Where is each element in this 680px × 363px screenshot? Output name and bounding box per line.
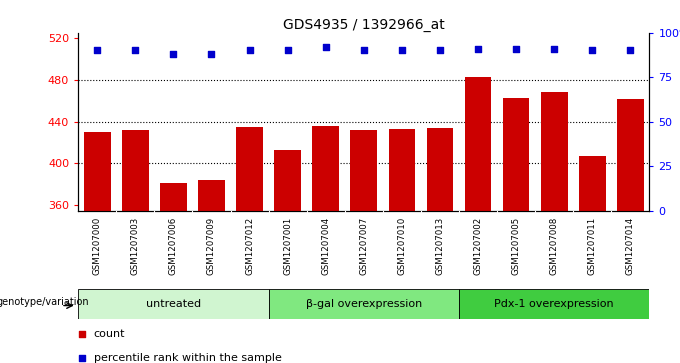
Bar xyxy=(579,156,606,211)
Point xyxy=(358,48,369,53)
Bar xyxy=(312,126,339,211)
Text: percentile rank within the sample: percentile rank within the sample xyxy=(94,353,282,363)
Point xyxy=(206,51,217,57)
Text: GSM1207014: GSM1207014 xyxy=(626,217,635,275)
Bar xyxy=(78,289,269,319)
Bar xyxy=(388,129,415,211)
Text: untreated: untreated xyxy=(146,299,201,309)
Point xyxy=(435,48,445,53)
Text: β-gal overexpression: β-gal overexpression xyxy=(306,299,422,309)
Bar xyxy=(122,130,149,211)
Bar xyxy=(459,289,649,319)
Bar xyxy=(350,130,377,211)
Text: GSM1207000: GSM1207000 xyxy=(92,217,102,275)
Text: GSM1207004: GSM1207004 xyxy=(321,217,330,275)
Point xyxy=(396,48,407,53)
Bar xyxy=(541,92,568,211)
Title: GDS4935 / 1392966_at: GDS4935 / 1392966_at xyxy=(283,18,445,32)
Point xyxy=(273,263,284,269)
Point xyxy=(625,48,636,53)
Bar xyxy=(426,128,454,211)
Text: GSM1207013: GSM1207013 xyxy=(435,217,445,275)
Bar xyxy=(160,183,187,211)
Point xyxy=(587,48,598,53)
Point xyxy=(473,46,483,52)
Point xyxy=(549,46,560,52)
Point xyxy=(511,46,522,52)
Bar xyxy=(84,132,111,211)
Text: count: count xyxy=(94,329,125,339)
Point xyxy=(273,45,284,51)
Bar xyxy=(617,99,644,211)
Text: GSM1207011: GSM1207011 xyxy=(588,217,597,275)
Text: Pdx-1 overexpression: Pdx-1 overexpression xyxy=(494,299,614,309)
Point xyxy=(244,48,255,53)
Text: GSM1207002: GSM1207002 xyxy=(473,217,483,275)
Bar xyxy=(236,127,263,211)
Bar xyxy=(503,98,530,211)
Bar xyxy=(274,150,301,211)
Point xyxy=(130,48,141,53)
Text: GSM1207007: GSM1207007 xyxy=(359,217,369,275)
Bar xyxy=(198,180,225,211)
Point xyxy=(168,51,179,57)
Point xyxy=(92,48,103,53)
Text: GSM1207012: GSM1207012 xyxy=(245,217,254,275)
Text: GSM1207001: GSM1207001 xyxy=(283,217,292,275)
Text: genotype/variation: genotype/variation xyxy=(0,297,89,307)
Point xyxy=(282,48,293,53)
Text: GSM1207009: GSM1207009 xyxy=(207,217,216,275)
Text: GSM1207010: GSM1207010 xyxy=(397,217,407,275)
Point xyxy=(320,44,331,50)
Bar xyxy=(269,289,459,319)
Bar xyxy=(464,77,492,211)
Text: GSM1207005: GSM1207005 xyxy=(511,217,521,275)
Text: GSM1207006: GSM1207006 xyxy=(169,217,178,275)
Text: GSM1207003: GSM1207003 xyxy=(131,217,140,275)
Text: GSM1207008: GSM1207008 xyxy=(549,217,559,275)
